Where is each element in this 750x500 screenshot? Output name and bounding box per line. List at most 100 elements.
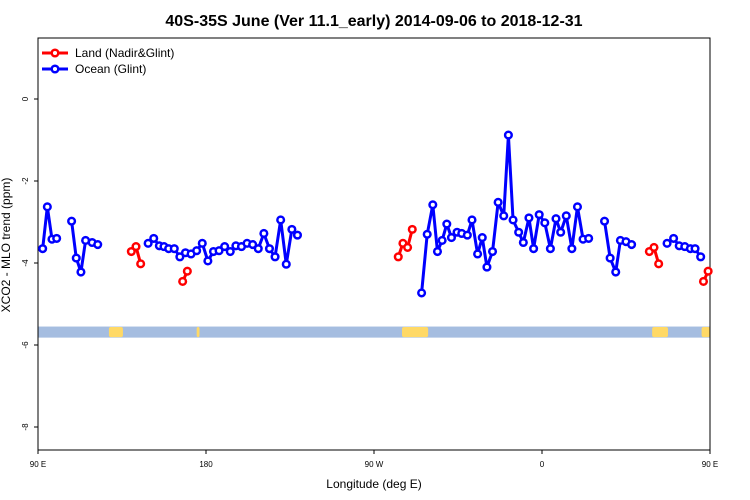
land-patch bbox=[701, 327, 710, 338]
data-point bbox=[192, 246, 202, 256]
data-point bbox=[584, 233, 594, 243]
data-point bbox=[698, 276, 709, 287]
data-point bbox=[508, 215, 518, 225]
y-axis: 0 -2 -4 -6 -8 bbox=[21, 96, 38, 431]
data-point bbox=[514, 227, 524, 237]
data-point bbox=[477, 233, 487, 243]
data-point bbox=[214, 246, 224, 256]
x-tick-label: 90 E bbox=[30, 460, 46, 469]
data-point bbox=[462, 230, 472, 240]
land-patch bbox=[196, 327, 200, 338]
data-point bbox=[225, 246, 235, 257]
data-point bbox=[417, 288, 427, 298]
y-tick-label: -8 bbox=[21, 423, 30, 431]
data-point bbox=[67, 216, 77, 226]
legend-label: Land (Nadir&Glint) bbox=[75, 46, 174, 60]
data-point bbox=[662, 238, 672, 248]
chart-title: 40S-35S June (Ver 11.1_early) 2014-09-06… bbox=[165, 13, 582, 30]
x-axis: 90 E 180 90 W 0 90 E bbox=[30, 450, 718, 469]
data-point bbox=[131, 242, 141, 252]
data-point bbox=[437, 235, 447, 245]
legend-item: Land (Nadir&Glint) bbox=[42, 46, 174, 60]
data-point bbox=[52, 233, 62, 243]
series-land bbox=[126, 224, 713, 287]
data-point bbox=[259, 228, 269, 239]
y-tick-label: -6 bbox=[21, 341, 30, 349]
y-tick-label: -2 bbox=[21, 177, 30, 185]
data-point bbox=[493, 197, 503, 207]
legend-item: Ocean (Glint) bbox=[42, 62, 146, 76]
data-point bbox=[175, 252, 185, 262]
data-point bbox=[467, 215, 477, 225]
data-point bbox=[248, 240, 258, 250]
data-point bbox=[178, 276, 188, 287]
ocean-band bbox=[38, 326, 710, 338]
land-patch bbox=[402, 327, 429, 338]
data-point bbox=[149, 233, 159, 243]
series-layer bbox=[38, 130, 713, 298]
data-point bbox=[534, 210, 544, 220]
legend: Land (Nadir&Glint) Ocean (Glint) bbox=[42, 46, 174, 76]
data-point bbox=[696, 252, 706, 262]
data-point bbox=[432, 246, 443, 257]
legend-swatch-marker bbox=[50, 48, 60, 58]
y-tick-label: -4 bbox=[21, 259, 30, 267]
data-point bbox=[143, 238, 153, 248]
data-point bbox=[649, 242, 659, 252]
data-point bbox=[403, 242, 413, 252]
data-point bbox=[203, 256, 213, 266]
data-point bbox=[473, 249, 483, 259]
data-point bbox=[446, 233, 457, 243]
data-point bbox=[524, 213, 534, 223]
x-tick-label: 90 E bbox=[702, 460, 718, 469]
data-point bbox=[518, 237, 528, 248]
data-point bbox=[540, 218, 550, 228]
land-patch bbox=[108, 327, 123, 338]
data-point bbox=[487, 246, 498, 257]
data-point bbox=[605, 253, 615, 263]
land-ocean-strip bbox=[38, 326, 710, 338]
data-point bbox=[270, 252, 280, 262]
data-point bbox=[503, 130, 513, 140]
series-ocean bbox=[38, 130, 706, 298]
data-point bbox=[669, 233, 679, 243]
data-point bbox=[654, 259, 664, 269]
data-point bbox=[703, 266, 713, 276]
data-point bbox=[197, 238, 207, 248]
x-tick-label: 0 bbox=[540, 460, 545, 469]
data-point bbox=[292, 230, 303, 240]
data-point bbox=[611, 267, 621, 277]
data-point bbox=[407, 224, 417, 234]
data-point bbox=[71, 253, 81, 263]
data-point bbox=[76, 267, 86, 277]
data-point bbox=[627, 240, 637, 250]
data-point bbox=[556, 227, 566, 237]
x-tick-label: 90 W bbox=[365, 460, 384, 469]
data-point bbox=[38, 244, 48, 254]
data-point bbox=[276, 215, 286, 225]
data-point bbox=[599, 216, 610, 226]
data-point bbox=[428, 200, 438, 210]
x-tick-label: 180 bbox=[199, 460, 213, 469]
data-point bbox=[442, 219, 452, 229]
data-point bbox=[567, 244, 577, 254]
data-point bbox=[572, 202, 583, 212]
land-patch bbox=[652, 327, 668, 338]
data-point bbox=[93, 240, 103, 250]
y-axis-label: XCO2 - MLO trend (ppm) bbox=[0, 178, 13, 313]
data-point bbox=[253, 244, 263, 254]
data-point bbox=[136, 259, 146, 269]
data-point bbox=[42, 202, 52, 212]
data-point bbox=[264, 244, 275, 254]
legend-swatch-marker bbox=[50, 64, 60, 74]
data-point bbox=[220, 242, 230, 252]
data-point bbox=[545, 244, 555, 254]
data-point bbox=[393, 252, 403, 262]
data-point bbox=[529, 244, 539, 254]
data-point bbox=[281, 259, 291, 269]
legend-label: Ocean (Glint) bbox=[75, 62, 146, 76]
data-point bbox=[182, 266, 192, 276]
data-point bbox=[690, 244, 700, 254]
data-point bbox=[422, 229, 432, 239]
